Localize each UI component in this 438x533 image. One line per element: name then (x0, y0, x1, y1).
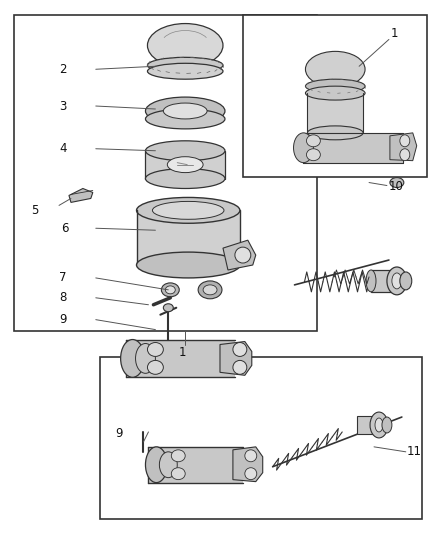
Ellipse shape (382, 417, 392, 433)
Ellipse shape (233, 343, 247, 357)
Ellipse shape (245, 468, 257, 480)
Ellipse shape (137, 197, 240, 223)
Text: 9: 9 (59, 313, 67, 326)
Bar (371, 270, 393, 292)
Ellipse shape (293, 133, 314, 163)
Ellipse shape (375, 418, 383, 432)
Bar (148, 447, 243, 482)
Ellipse shape (137, 252, 240, 278)
Ellipse shape (400, 135, 410, 147)
Text: 3: 3 (59, 100, 67, 112)
Ellipse shape (245, 450, 257, 462)
Ellipse shape (171, 468, 185, 480)
Bar (307, 93, 363, 133)
Ellipse shape (307, 135, 320, 147)
Ellipse shape (163, 304, 173, 312)
Ellipse shape (135, 343, 155, 373)
Bar (126, 340, 235, 377)
Text: 1: 1 (178, 346, 186, 359)
Ellipse shape (148, 63, 223, 79)
Bar (304, 133, 403, 163)
Text: 8: 8 (59, 292, 67, 304)
Text: 6: 6 (61, 222, 68, 235)
Ellipse shape (161, 283, 179, 297)
Ellipse shape (148, 360, 163, 374)
Polygon shape (69, 189, 93, 203)
Ellipse shape (233, 360, 247, 374)
Ellipse shape (390, 177, 404, 188)
Ellipse shape (366, 270, 376, 292)
Polygon shape (390, 133, 417, 160)
Text: 4: 4 (59, 142, 67, 155)
Ellipse shape (400, 149, 410, 160)
Polygon shape (223, 240, 256, 270)
Ellipse shape (167, 157, 203, 173)
Text: 5: 5 (31, 204, 39, 217)
Text: 1: 1 (391, 27, 399, 40)
Ellipse shape (145, 109, 225, 129)
Ellipse shape (159, 452, 177, 478)
Bar (243, 14, 427, 176)
Ellipse shape (307, 149, 320, 160)
Ellipse shape (152, 201, 224, 219)
Ellipse shape (163, 103, 207, 119)
Ellipse shape (370, 412, 388, 438)
Text: 11: 11 (407, 445, 422, 458)
Ellipse shape (165, 286, 175, 294)
Text: 7: 7 (59, 271, 67, 285)
Text: 10: 10 (389, 180, 404, 193)
Ellipse shape (145, 168, 225, 189)
Ellipse shape (400, 272, 412, 290)
Text: 2: 2 (59, 63, 67, 76)
Bar (100, 358, 422, 519)
Bar (145, 151, 225, 179)
Ellipse shape (387, 267, 407, 295)
Text: 9: 9 (116, 427, 123, 440)
Ellipse shape (145, 141, 225, 160)
Ellipse shape (148, 58, 223, 73)
Polygon shape (233, 447, 263, 482)
Bar (357, 416, 376, 434)
Ellipse shape (235, 247, 251, 263)
Ellipse shape (145, 97, 225, 125)
Ellipse shape (305, 79, 365, 93)
Polygon shape (220, 342, 252, 375)
Ellipse shape (148, 343, 163, 357)
Ellipse shape (120, 340, 145, 377)
Ellipse shape (392, 273, 402, 289)
Ellipse shape (148, 23, 223, 67)
Ellipse shape (145, 447, 167, 482)
Ellipse shape (307, 126, 363, 140)
Ellipse shape (203, 285, 217, 295)
Ellipse shape (305, 86, 365, 100)
Ellipse shape (305, 51, 365, 87)
Ellipse shape (171, 450, 185, 462)
Ellipse shape (198, 281, 222, 299)
Bar (14, 14, 318, 330)
Bar (137, 211, 240, 265)
